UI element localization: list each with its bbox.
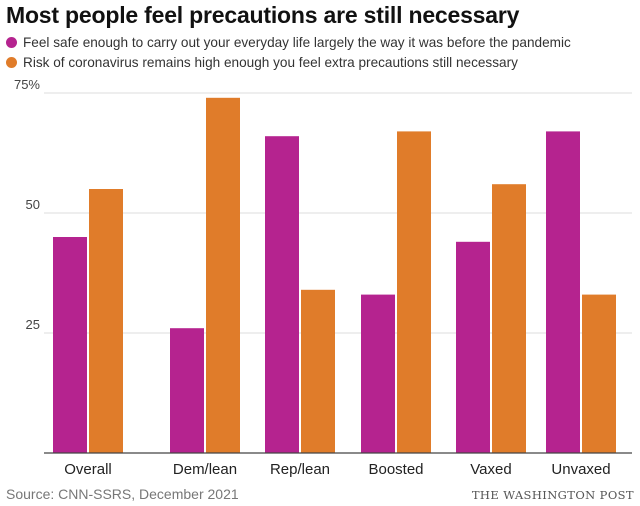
bar-feel-safe-unvaxed: [546, 131, 580, 453]
bar-precautions-dem-lean: [206, 97, 240, 454]
publisher-credit: THE WASHINGTON POST: [471, 488, 634, 502]
bar-precautions-unvaxed: [582, 294, 616, 453]
y-tick-label-25: 25: [26, 317, 40, 332]
bar-chart: 25 50 75% Overall Dem/lean Rep/lean Boosted Vax…: [14, 77, 632, 478]
x-tick-label-vaxed: Vaxed: [470, 461, 511, 478]
x-tick-label-unvaxed: Unvaxed: [551, 461, 610, 478]
legend-swatch-feel-safe: [6, 36, 17, 48]
x-tick-label-rep-lean: Rep/lean: [270, 461, 330, 478]
bar-precautions-rep-lean: [301, 289, 335, 453]
legend-swatch-precautions: [6, 56, 17, 68]
y-tick-label-75: 75%: [14, 77, 40, 92]
bar-precautions-overall: [89, 189, 123, 453]
x-tick-label-dem-lean: Dem/lean: [173, 461, 237, 478]
legend-label-feel-safe: Feel safe enough to carry out your every…: [23, 34, 571, 50]
legend: Feel safe enough to carry out your every…: [6, 32, 571, 72]
legend-item-feel-safe: Feel safe enough to carry out your every…: [6, 32, 571, 52]
bar-feel-safe-rep-lean: [265, 136, 299, 453]
bar-feel-safe-dem-lean: [170, 328, 204, 453]
bar-feel-safe-boosted: [361, 294, 395, 453]
bar-precautions-boosted: [397, 131, 431, 453]
legend-label-precautions: Risk of coronavirus remains high enough …: [23, 54, 518, 70]
bar-feel-safe-overall: [53, 237, 87, 453]
x-tick-label-overall: Overall: [64, 461, 112, 478]
source-note: Source: CNN-SSRS, December 2021: [6, 486, 239, 502]
x-tick-label-boosted: Boosted: [368, 461, 423, 478]
legend-item-precautions: Risk of coronavirus remains high enough …: [6, 52, 571, 72]
chart-title: Most people feel precautions are still n…: [6, 2, 520, 28]
bar-feel-safe-vaxed: [456, 241, 490, 453]
y-tick-label-50: 50: [26, 197, 40, 212]
bar-precautions-vaxed: [492, 184, 526, 453]
